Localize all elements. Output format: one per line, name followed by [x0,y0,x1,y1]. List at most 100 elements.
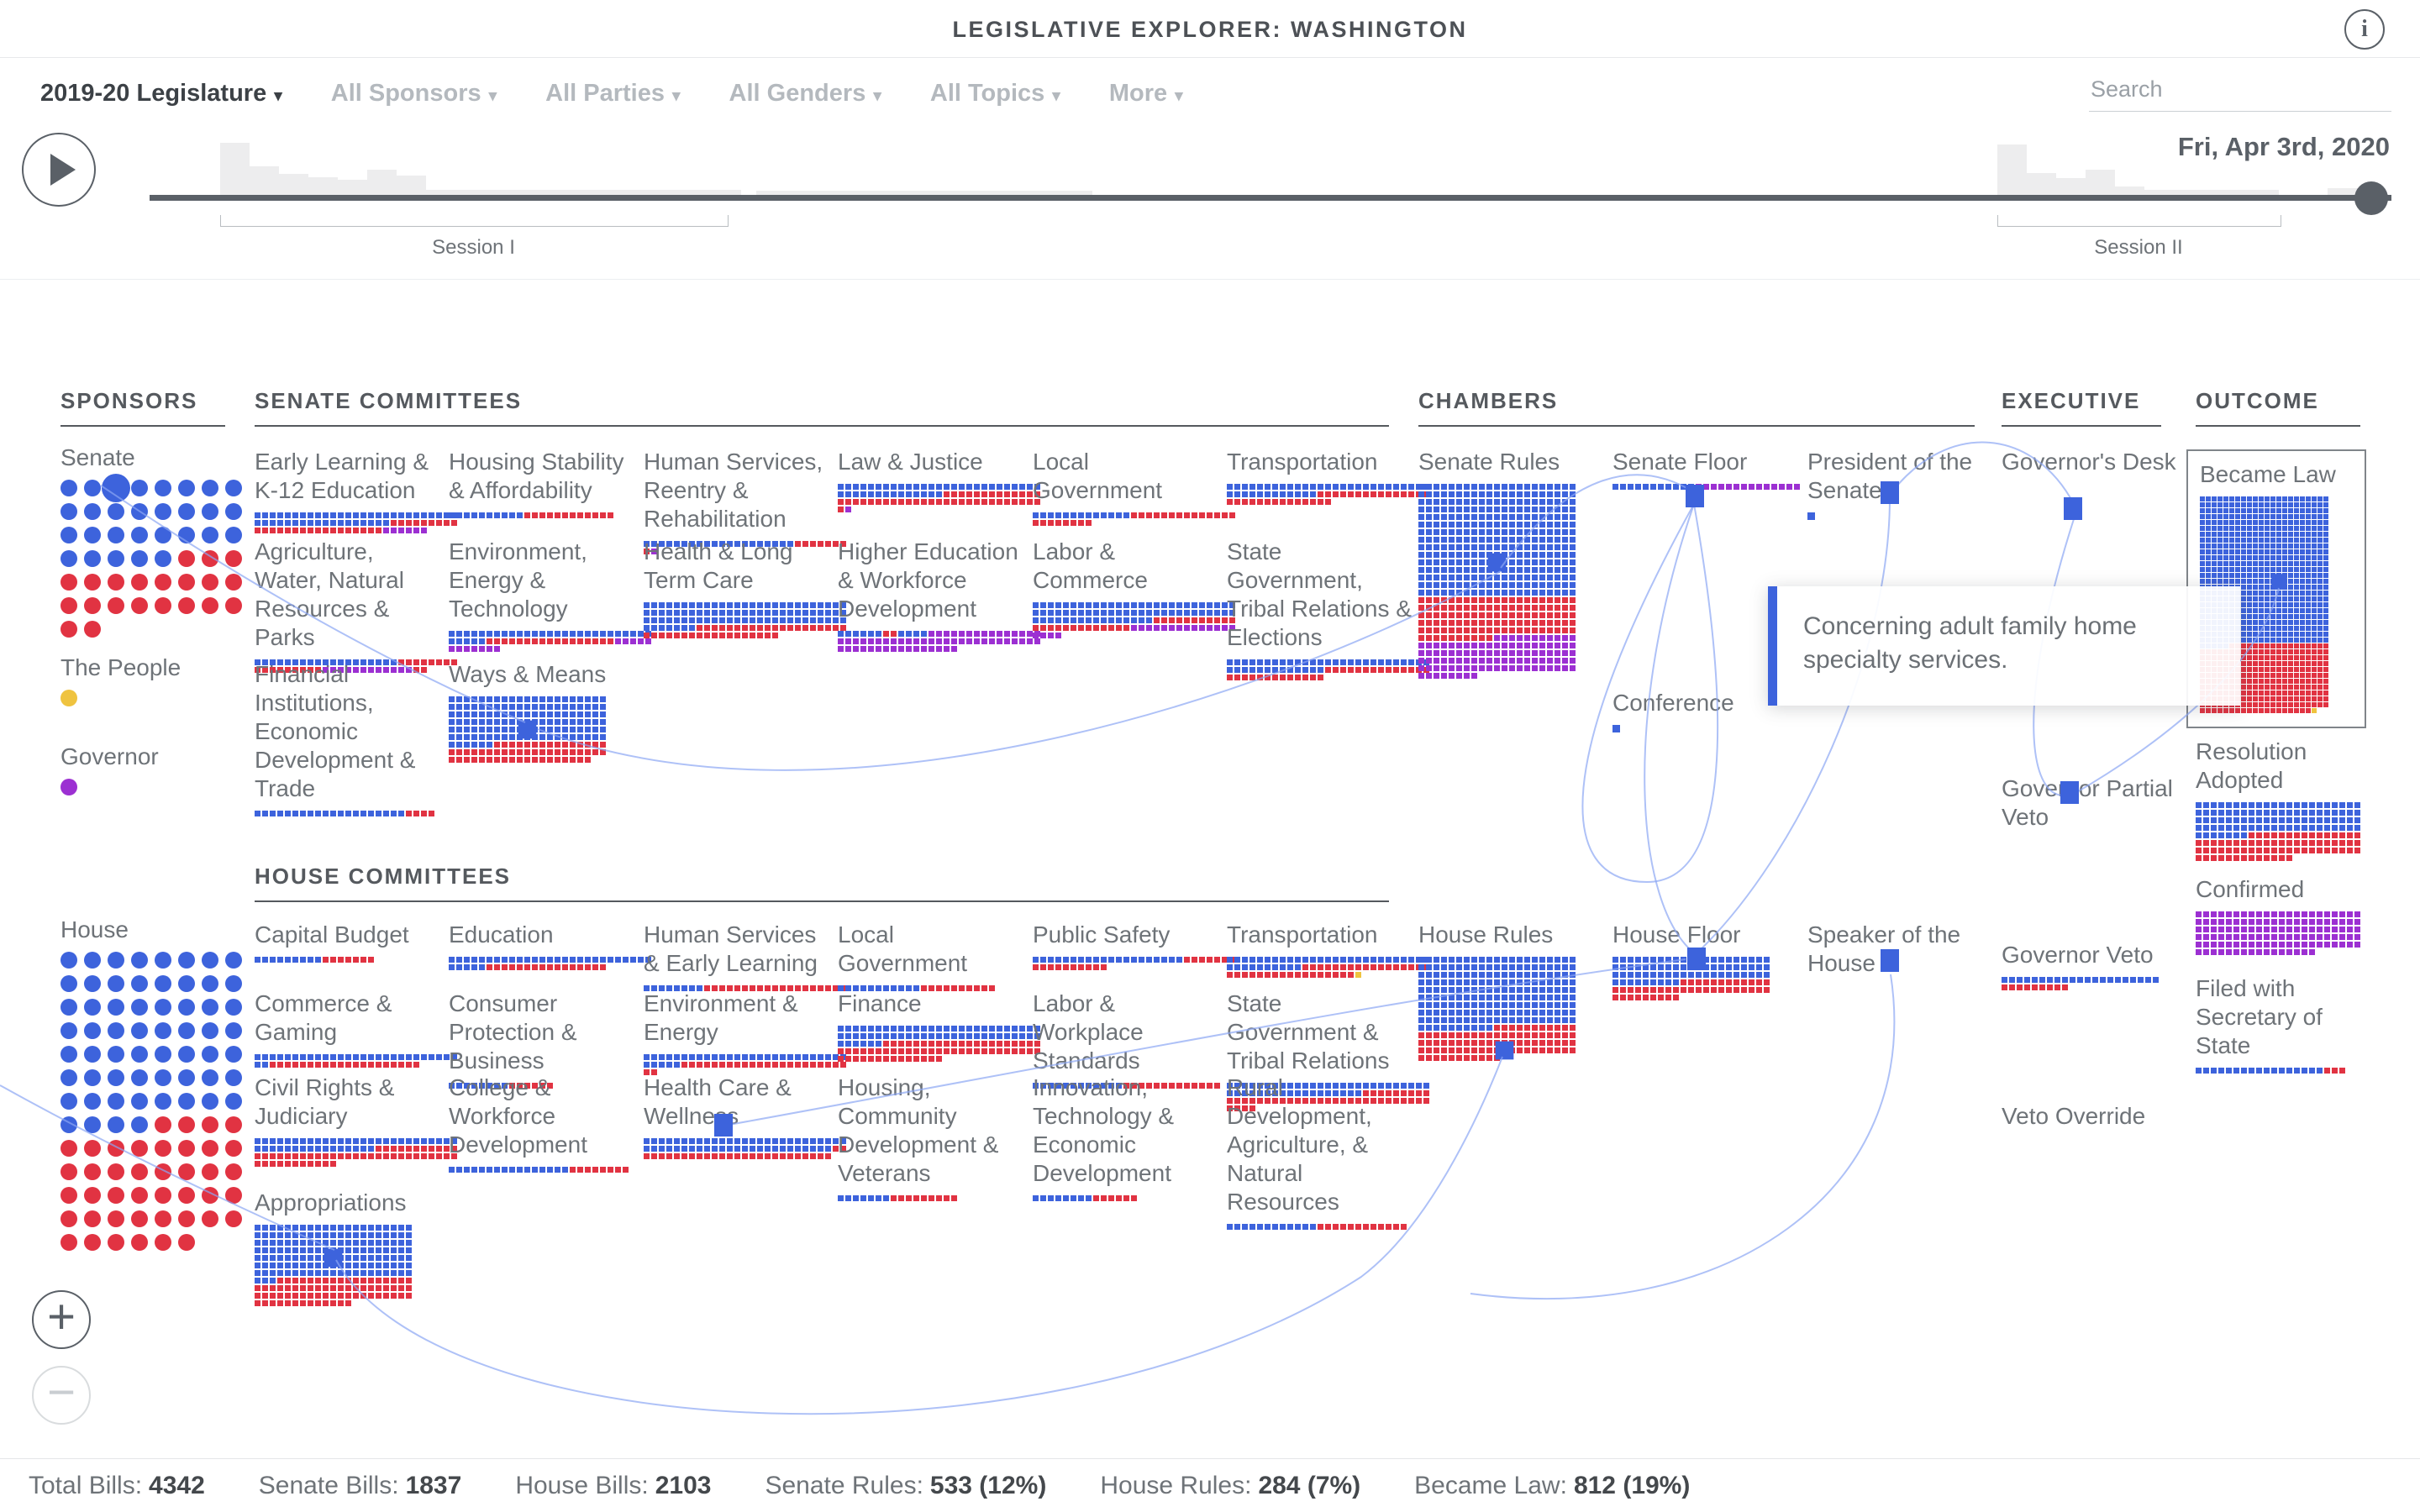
bill-dot[interactable] [734,633,740,638]
bill-dot[interactable] [2200,579,2205,584]
bill-dot[interactable] [292,1263,298,1268]
bill-dot[interactable] [1101,964,1107,970]
bill-dot[interactable] [1479,979,1485,985]
bill-dot[interactable] [338,1240,344,1246]
bill-dot[interactable] [2282,526,2287,531]
bill-dot[interactable] [1441,522,1447,528]
bill-dot[interactable] [951,1033,957,1039]
bill-dot[interactable] [1004,1026,1010,1032]
bill-dot[interactable] [860,1056,866,1062]
bill-dot[interactable] [1665,964,1671,970]
bill-dot[interactable] [2323,579,2328,584]
bill-dot[interactable] [1479,605,1485,611]
bill-dot[interactable] [1494,484,1500,490]
bill-dot[interactable] [1161,512,1167,518]
bill-dot[interactable] [1539,987,1545,993]
bill-dot[interactable] [966,1048,972,1054]
bill-dot[interactable] [300,1263,306,1268]
bill-dot[interactable] [795,1062,801,1068]
bill-dot[interactable] [1257,964,1263,970]
bill-dot[interactable] [2286,855,2292,861]
bill-dot[interactable] [2235,508,2240,513]
bill-dot[interactable] [772,625,778,631]
bill-dot[interactable] [2270,702,2275,707]
bill-dot[interactable] [1004,1033,1010,1039]
bill-dot[interactable] [406,512,412,518]
bill-dot[interactable] [577,749,583,755]
bill-dot[interactable] [2300,520,2305,525]
bill-dot[interactable] [1086,617,1092,623]
bill-dot[interactable] [674,985,680,991]
bill-dot[interactable] [659,602,665,608]
bill-dot[interactable] [555,512,560,518]
bill-dot[interactable] [727,541,733,547]
bill-dot[interactable] [2270,591,2275,596]
legislator-dot[interactable] [84,1093,101,1110]
bill-dot[interactable] [585,734,591,740]
bill-dot[interactable] [1464,979,1470,985]
bill-dot[interactable] [330,1240,336,1246]
bill-dot[interactable] [1441,590,1447,596]
bill-dot[interactable] [795,1146,801,1152]
bill-dot[interactable] [1502,544,1507,550]
bill-dot[interactable] [398,1255,404,1261]
bill-dot[interactable] [2253,702,2258,707]
bill-dot[interactable] [2212,502,2217,507]
bill-dot[interactable] [681,602,687,608]
bill-dot[interactable] [1222,512,1228,518]
legislator-dot[interactable] [202,1046,218,1063]
bill-dot[interactable] [1494,590,1500,596]
bill-dot[interactable] [1207,602,1213,608]
bill-dot[interactable] [697,1062,702,1068]
bill-dot[interactable] [1547,1002,1553,1008]
bill-dot[interactable] [891,1195,897,1201]
bill-dot[interactable] [1257,667,1263,673]
bill-dot[interactable] [1524,1025,1530,1031]
bill-dot[interactable] [2294,638,2299,643]
bill-dot[interactable] [2206,502,2211,507]
bill-dot[interactable] [1287,964,1293,970]
bill-dot[interactable] [2241,942,2247,948]
bill-dot[interactable] [2300,638,2305,643]
legislator-dot[interactable] [202,480,218,496]
bill-dot[interactable] [1555,507,1560,512]
bill-dot[interactable] [1055,610,1061,616]
bill-dot[interactable] [1487,553,1507,572]
bill-senate-floor[interactable] [1686,485,1704,507]
bill-health-care[interactable] [714,1114,733,1137]
bill-dot[interactable] [1749,964,1754,970]
bill-dot[interactable] [838,1033,844,1039]
bill-dot[interactable] [487,646,492,652]
bill-dot[interactable] [1401,667,1407,673]
bill-dot[interactable] [330,1153,336,1159]
bill-dot[interactable] [2347,911,2353,917]
bill-dot[interactable] [1456,499,1462,505]
bill-dot[interactable] [1055,964,1061,970]
bill-dot[interactable] [727,1146,733,1152]
bill-dot[interactable] [509,957,515,963]
bill-dot[interactable] [638,631,644,637]
bill-dot[interactable] [2282,532,2287,537]
bill-dot[interactable] [2206,561,2211,566]
bill-dot[interactable] [1517,650,1523,656]
bill-dot[interactable] [2270,561,2275,566]
bill-dot[interactable] [1048,1195,1054,1201]
bill-dot[interactable] [1562,590,1568,596]
bill-dot[interactable] [2339,817,2345,823]
bill-dot[interactable] [1547,1047,1553,1053]
bill-dot[interactable] [562,734,568,740]
bill-dot[interactable] [2332,825,2338,831]
bill-dot[interactable] [638,957,644,963]
bill-dot[interactable] [1048,602,1054,608]
bill-dot[interactable] [734,625,740,631]
bill-dot[interactable] [2206,549,2211,554]
bill-dot[interactable] [1494,529,1500,535]
bill-dot[interactable] [1169,602,1175,608]
bill-dot[interactable] [376,528,381,533]
bill-dot[interactable] [2276,526,2281,531]
bill-dot[interactable] [2226,1068,2232,1074]
bill-dot[interactable] [659,1153,665,1159]
bill-dot[interactable] [277,1225,283,1231]
bill-dot[interactable] [906,484,912,490]
bill-dot[interactable] [1348,491,1354,497]
